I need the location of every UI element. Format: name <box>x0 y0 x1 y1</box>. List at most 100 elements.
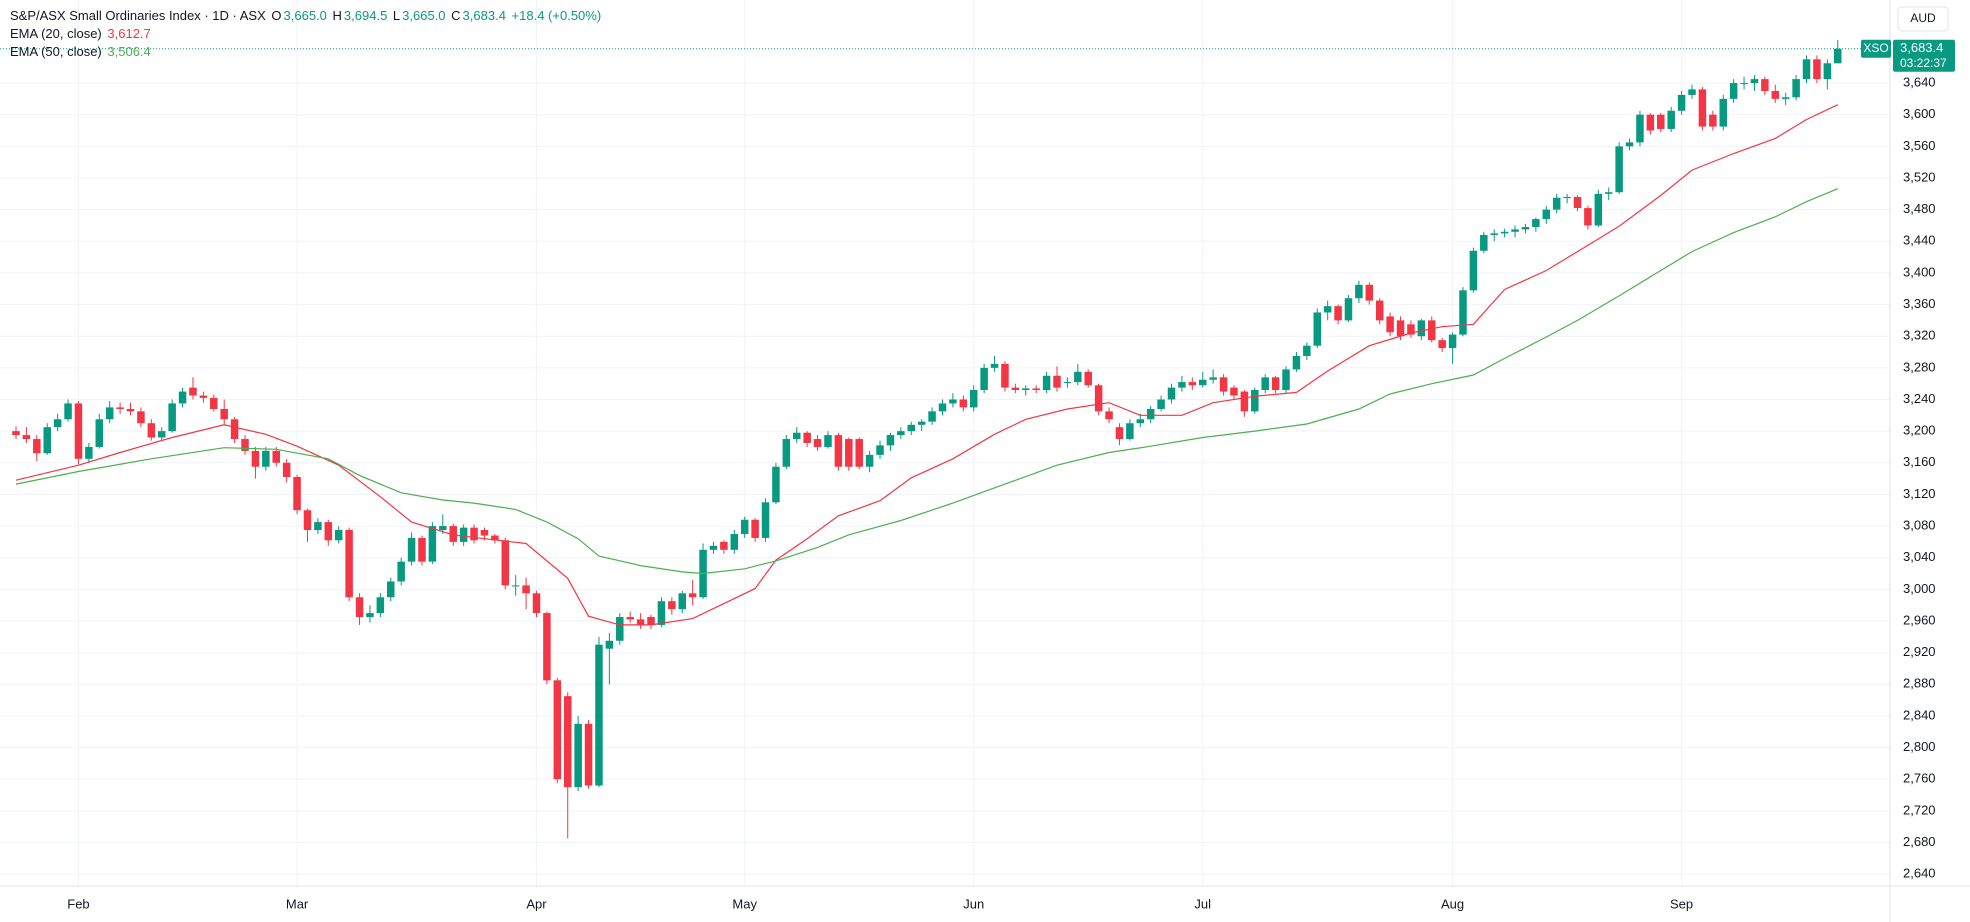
candle-body <box>12 431 20 436</box>
o-label: O <box>271 8 282 23</box>
currency: AUD <box>1910 11 1936 25</box>
candle-body <box>334 530 343 541</box>
candle-body <box>178 391 187 404</box>
candle-body <box>1386 316 1394 333</box>
ema50-legend: EMA (50, close) 3,506.4 <box>10 43 603 61</box>
candle-body <box>772 466 780 503</box>
candle-body <box>355 597 364 618</box>
y-tick-label: 2,800 <box>1903 739 1936 754</box>
price-tag <box>1893 39 1955 72</box>
y-tick-label: 3,520 <box>1903 169 1936 184</box>
candle-body <box>282 462 291 478</box>
candle-body <box>85 446 93 459</box>
candle-body <box>1740 83 1748 85</box>
candle-body <box>1334 306 1342 321</box>
candle-body <box>199 395 208 398</box>
candle-body <box>1823 63 1832 80</box>
candle-body <box>168 403 176 432</box>
candle-body <box>1178 382 1186 388</box>
y-tick-label: 2,760 <box>1903 771 1936 786</box>
candle-body <box>1146 408 1155 420</box>
candle-body <box>43 427 51 454</box>
candle-body <box>1032 388 1040 390</box>
candle-body <box>605 640 614 649</box>
candle-body <box>751 519 759 538</box>
candle-body <box>1063 382 1072 384</box>
candle-body <box>95 419 104 447</box>
candle-body <box>1761 79 1769 91</box>
candle-body <box>501 540 510 586</box>
candle-body <box>1157 399 1165 409</box>
y-tick-label: 3,640 <box>1903 75 1936 90</box>
candle-body <box>949 399 957 404</box>
candle-body <box>1011 387 1020 390</box>
candle-body <box>1042 375 1051 390</box>
candle-body <box>1407 324 1415 335</box>
candle-body <box>1136 419 1145 424</box>
candle-body <box>1511 229 1519 232</box>
candle-body <box>1688 89 1696 95</box>
candle-body <box>251 450 260 467</box>
candle-body <box>1636 114 1644 143</box>
candle-body <box>543 613 551 681</box>
y-tick-label: 2,640 <box>1903 866 1936 881</box>
candle-body <box>1490 233 1498 235</box>
candle-body <box>563 696 572 788</box>
x-tick-label: Apr <box>526 896 547 911</box>
candle-body <box>1313 312 1321 346</box>
candle-body <box>1459 290 1467 335</box>
candle-body <box>1719 98 1727 127</box>
candle-body <box>522 585 530 594</box>
candle-body <box>262 450 270 467</box>
candle-body <box>64 403 72 420</box>
candle-body <box>845 439 853 467</box>
candle-body <box>1594 193 1603 226</box>
candle-body <box>928 411 936 422</box>
y-tick-label: 3,280 <box>1903 359 1936 374</box>
candle-body <box>22 435 31 440</box>
candle-body <box>511 585 520 587</box>
candle-body <box>688 593 697 598</box>
candle-body <box>938 403 947 412</box>
candle-body <box>1323 306 1332 313</box>
candle-body <box>480 530 489 536</box>
candle-body <box>761 502 770 538</box>
candle-body <box>1604 192 1613 194</box>
candle-body <box>1625 142 1634 147</box>
y-tick-label: 3,040 <box>1903 549 1936 564</box>
candle-body <box>886 435 895 446</box>
candle-body <box>1355 284 1363 299</box>
candle-body <box>647 617 655 625</box>
candle-body <box>1303 345 1311 356</box>
x-tick-label: Feb <box>67 896 89 911</box>
candle-body <box>1709 114 1717 127</box>
candle-body <box>272 450 280 463</box>
y-tick-label: 3,200 <box>1903 423 1936 438</box>
candle-body <box>855 439 863 467</box>
candle-body <box>293 477 301 511</box>
candle-body <box>418 537 426 562</box>
candle-body <box>53 419 62 428</box>
candle-body <box>397 561 405 582</box>
legend-value: 3,506.4 <box>107 44 151 59</box>
y-tick-label: 3,320 <box>1903 328 1936 343</box>
candle-body <box>470 527 478 541</box>
candle-body <box>865 454 874 467</box>
candle-body <box>1261 377 1269 390</box>
candle-body <box>1552 197 1561 210</box>
candle-body <box>709 545 718 550</box>
candle-body <box>1126 423 1134 440</box>
candle-body <box>1022 388 1030 390</box>
x-tick-label: Jun <box>963 896 984 911</box>
candle-body <box>1188 382 1197 386</box>
candle-body <box>1209 377 1217 380</box>
x-tick-label: Jul <box>1194 896 1211 911</box>
candle-body <box>1563 196 1571 198</box>
y-tick-label: 3,400 <box>1903 264 1936 279</box>
y-tick-label: 3,560 <box>1903 138 1936 153</box>
candle-body <box>1813 59 1821 80</box>
l-label: L <box>392 8 401 23</box>
symbol: XSO <box>1863 41 1888 55</box>
